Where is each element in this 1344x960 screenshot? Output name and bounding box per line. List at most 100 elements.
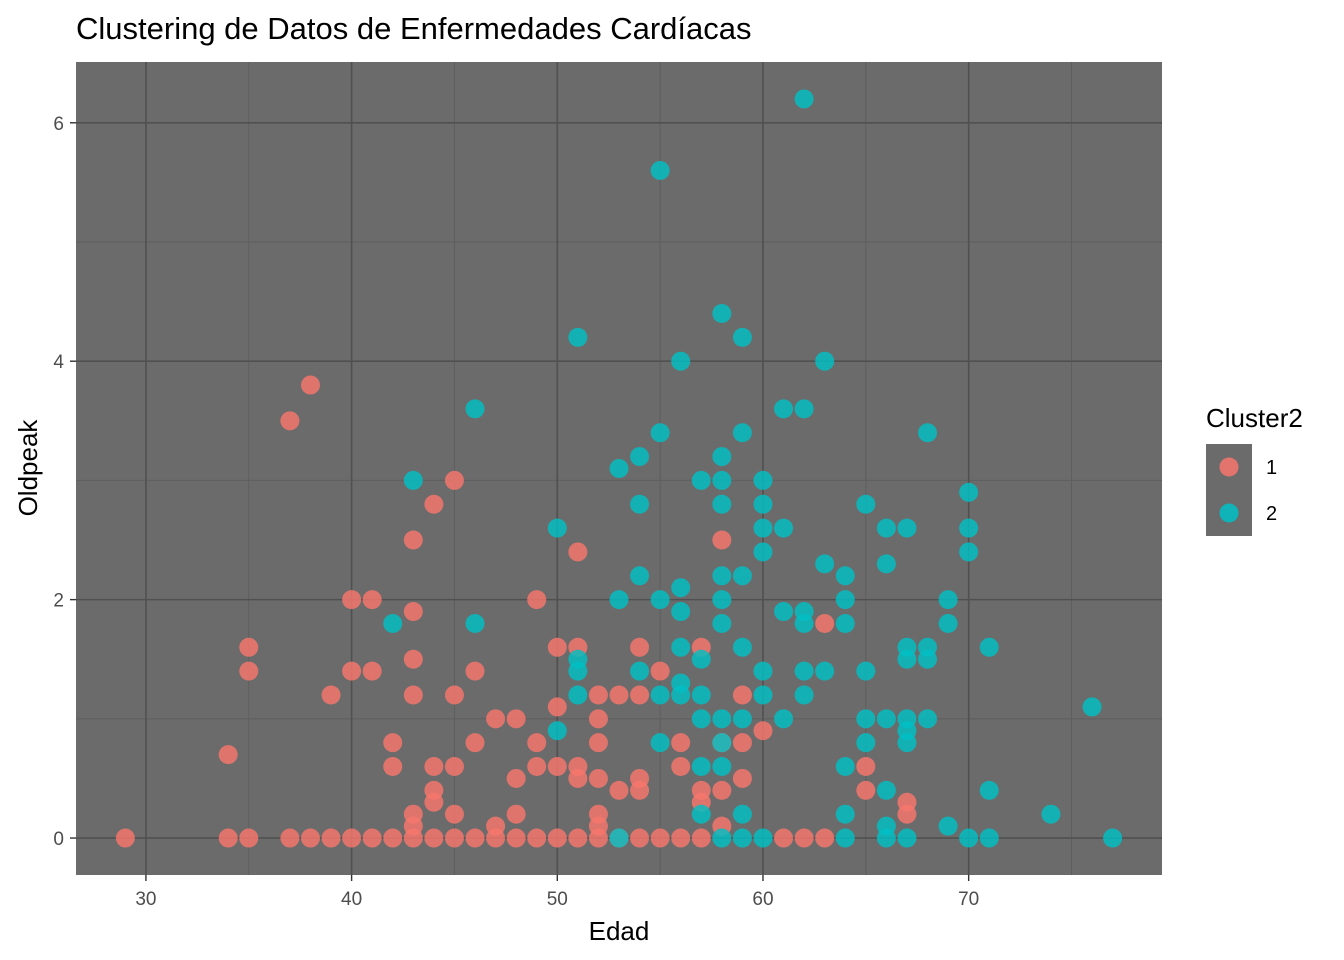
data-point-cluster-1 (691, 780, 711, 800)
data-point-cluster-1 (280, 828, 300, 848)
data-point-cluster-2 (671, 351, 691, 371)
data-point-cluster-2 (712, 733, 732, 753)
data-point-cluster-2 (774, 602, 794, 622)
data-point-cluster-2 (835, 828, 855, 848)
y-tick-label: 0 (53, 829, 64, 850)
data-point-cluster-2 (732, 637, 752, 657)
legend: Cluster2 1 2 (1206, 403, 1303, 536)
data-point-cluster-2 (753, 494, 773, 514)
data-point-cluster-2 (691, 470, 711, 490)
data-point-cluster-1 (300, 375, 320, 395)
data-point-cluster-1 (342, 661, 362, 681)
data-point-cluster-1 (239, 828, 259, 848)
data-point-cluster-2 (712, 494, 732, 514)
data-point-cluster-2 (835, 590, 855, 610)
data-point-cluster-2 (712, 709, 732, 729)
x-tick-label: 30 (135, 889, 156, 910)
data-point-cluster-1 (444, 470, 464, 490)
data-point-cluster-1 (630, 828, 650, 848)
data-point-cluster-2 (712, 447, 732, 467)
data-point-cluster-2 (856, 494, 876, 514)
data-point-cluster-2 (856, 709, 876, 729)
data-point-cluster-2 (712, 470, 732, 490)
data-point-cluster-2 (712, 566, 732, 586)
data-point-cluster-1 (815, 828, 835, 848)
data-point-cluster-2 (712, 757, 732, 777)
data-point-cluster-1 (650, 828, 670, 848)
data-point-cluster-2 (712, 590, 732, 610)
data-point-cluster-1 (630, 768, 650, 788)
data-point-cluster-1 (691, 828, 711, 848)
data-point-cluster-2 (753, 542, 773, 562)
data-point-cluster-1 (218, 745, 238, 765)
data-point-cluster-1 (383, 733, 403, 753)
data-point-cluster-2 (1041, 804, 1061, 824)
x-tick-label: 70 (958, 889, 979, 910)
data-point-cluster-2 (897, 518, 917, 538)
minor-gridlines (76, 62, 1162, 875)
data-point-cluster-2 (712, 828, 732, 848)
data-point-cluster-1 (609, 780, 629, 800)
data-point-cluster-1 (465, 733, 485, 753)
legend-title: Cluster2 (1206, 403, 1303, 433)
data-point-cluster-2 (959, 482, 979, 502)
data-point-cluster-2 (835, 757, 855, 777)
data-point-cluster-1 (527, 733, 547, 753)
data-point-cluster-2 (650, 423, 670, 443)
data-point-cluster-2 (794, 685, 814, 705)
data-point-cluster-1 (527, 590, 547, 610)
data-point-cluster-2 (630, 447, 650, 467)
data-point-cluster-2 (732, 327, 752, 347)
data-point-cluster-2 (794, 602, 814, 622)
data-point-cluster-2 (547, 721, 567, 741)
data-point-cluster-2 (712, 613, 732, 633)
data-point-cluster-2 (630, 661, 650, 681)
data-point-cluster-1 (486, 816, 506, 836)
data-point-cluster-1 (403, 649, 423, 669)
legend-label-cluster-2: 2 (1266, 503, 1277, 525)
data-point-cluster-2 (918, 709, 938, 729)
data-point-cluster-2 (753, 470, 773, 490)
data-point-cluster-1 (856, 757, 876, 777)
data-point-cluster-1 (465, 828, 485, 848)
data-point-cluster-1 (403, 685, 423, 705)
data-point-cluster-1 (568, 757, 588, 777)
data-point-cluster-2 (568, 649, 588, 669)
data-point-cluster-2 (671, 673, 691, 693)
x-axis-label: Edad (589, 916, 650, 946)
data-point-cluster-1 (588, 804, 608, 824)
data-point-cluster-2 (938, 590, 958, 610)
data-point-cluster-2 (691, 685, 711, 705)
data-point-cluster-1 (547, 697, 567, 717)
data-point-cluster-1 (300, 828, 320, 848)
data-point-cluster-1 (239, 637, 259, 657)
chart-title: Clustering de Datos de Enfermedades Card… (76, 11, 751, 46)
data-point-cluster-2 (835, 566, 855, 586)
data-point-cluster-2 (774, 399, 794, 419)
data-point-cluster-2 (732, 709, 752, 729)
data-point-cluster-2 (547, 518, 567, 538)
data-point-cluster-2 (609, 459, 629, 478)
data-point-cluster-1 (732, 685, 752, 705)
data-point-cluster-1 (362, 590, 382, 610)
x-tick-label: 40 (341, 889, 362, 910)
data-point-cluster-2 (671, 578, 691, 598)
data-point-cluster-1 (383, 828, 403, 848)
data-point-cluster-1 (424, 780, 444, 800)
data-point-cluster-1 (321, 828, 341, 848)
data-point-cluster-1 (218, 828, 238, 848)
data-point-cluster-1 (794, 828, 814, 848)
data-point-cluster-2 (835, 613, 855, 633)
data-point-cluster-2 (774, 709, 794, 729)
data-point-cluster-2 (671, 602, 691, 622)
data-point-cluster-1 (547, 757, 567, 777)
data-point-cluster-2 (979, 780, 999, 800)
data-point-cluster-1 (671, 828, 691, 848)
data-point-cluster-1 (321, 685, 341, 705)
data-point-cluster-2 (568, 327, 588, 347)
data-point-cluster-2 (856, 733, 876, 753)
data-point-cluster-1 (588, 768, 608, 788)
data-point-cluster-2 (897, 828, 917, 848)
data-point-cluster-1 (712, 530, 732, 550)
data-point-cluster-1 (403, 602, 423, 622)
